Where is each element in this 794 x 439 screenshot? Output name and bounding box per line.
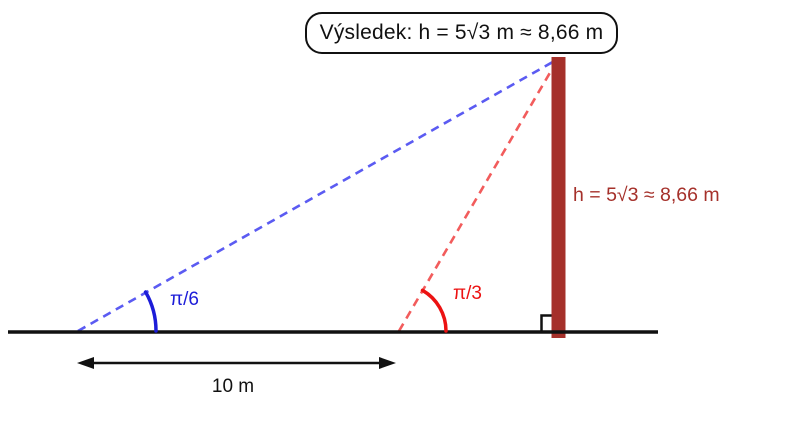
distance-arrow (77, 357, 396, 369)
result-bubble: Výsledek: h = 5√3 m ≈ 8,66 m (305, 12, 618, 54)
arrowhead-right-icon (379, 357, 396, 369)
blue-angle-arc (143, 290, 158, 333)
right-angle-marker (540, 314, 552, 332)
blue-sightline (77, 57, 559, 333)
angle-far-label: π/6 (170, 289, 199, 310)
baseline-distance-label: 10 m (212, 376, 254, 397)
pole (551, 57, 566, 338)
angle-near-label: π/3 (453, 283, 482, 304)
red-angle-arc (420, 288, 448, 333)
arrowhead-left-icon (77, 357, 94, 369)
red-sightline (397, 58, 560, 332)
pole-height-label: h = 5√3 ≈ 8,66 m (573, 184, 720, 206)
result-text: Výsledek: h = 5√3 m ≈ 8,66 m (319, 21, 604, 44)
